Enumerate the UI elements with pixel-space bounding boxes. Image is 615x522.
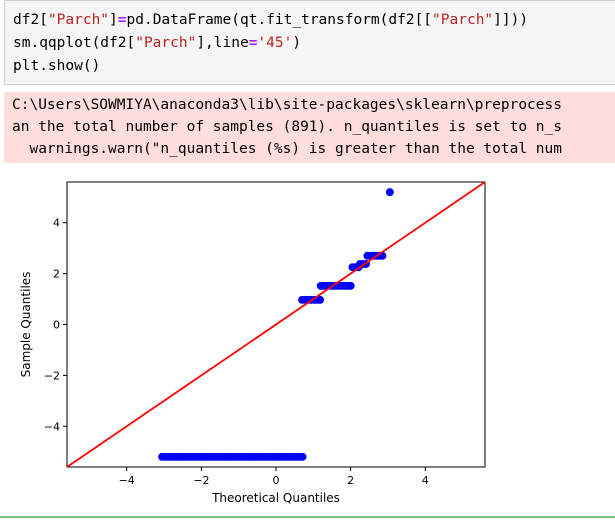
stderr-line-1: C:\Users\SOWMIYA\anaconda3\lib\site-pack… (12, 97, 562, 113)
data-point (298, 452, 307, 461)
cell-divider (0, 516, 615, 518)
stderr-line-3: warnings.warn("n_quantiles (%s) is great… (12, 141, 562, 157)
code-line-3: plt.show() (13, 58, 101, 74)
stderr-output: C:\Users\SOWMIYA\anaconda3\lib\site-pack… (4, 92, 615, 163)
y-tick-label: 4 (53, 217, 60, 230)
y-axis-label: Sample Quantiles (19, 272, 33, 378)
x-tick-label: 4 (422, 474, 429, 487)
y-tick-label: −4 (44, 420, 60, 433)
qq-plot-svg: −4 −2 0 2 4 −4 −2 0 2 4 Theoretical Quantiles Sampl… (19, 181, 486, 505)
code-line-2: sm.qqplot(df2["Parch"],line='45') (13, 35, 302, 51)
code-cell[interactable]: df2["Parch"]=pd.DataFrame(qt.fit_transfo… (4, 0, 615, 85)
x-tick-label: −4 (119, 474, 135, 487)
stderr-line-2: an the total number of samples (891). n_… (12, 119, 562, 135)
y-tick-label: −2 (44, 369, 60, 382)
x-tick-label: −2 (193, 474, 209, 487)
data-point (316, 295, 325, 304)
x-tick-label: 0 (273, 474, 280, 487)
x-axis-label: Theoretical Quantiles (211, 491, 340, 505)
qq-plot: −4 −2 0 2 4 −4 −2 0 2 4 Theoretical Quantiles Sampl… (0, 170, 615, 510)
x-tick-label: 2 (347, 474, 354, 487)
reference-line (66, 181, 486, 468)
y-tick-label: 2 (53, 268, 60, 281)
y-tick-label: 0 (53, 319, 60, 332)
data-point (385, 188, 394, 197)
code-line-1: df2["Parch"]=pd.DataFrame(qt.fit_transfo… (13, 12, 529, 28)
data-point (346, 281, 355, 290)
